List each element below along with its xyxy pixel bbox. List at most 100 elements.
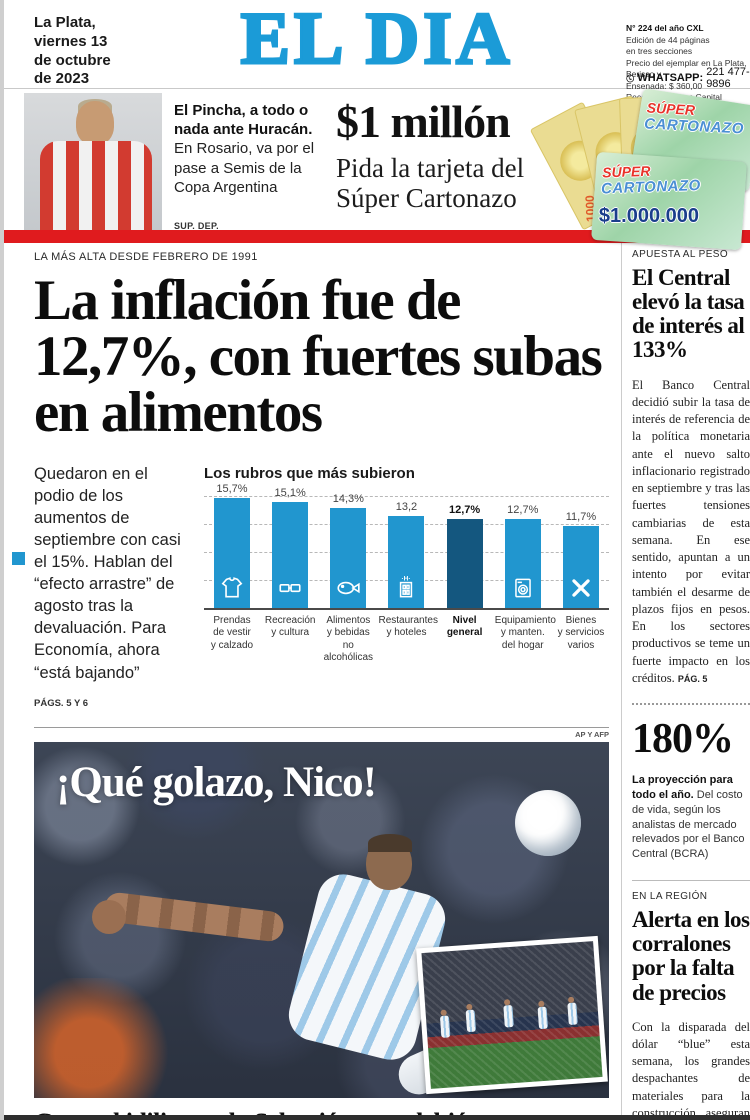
bar-value-label: 14,3% — [332, 492, 364, 505]
glasses-icon — [279, 583, 301, 592]
big-number-headline: 180% — [632, 716, 734, 763]
rail-body: El Banco Central decidió subir la tasa d… — [632, 377, 750, 685]
promo-headline: $1 millón — [336, 96, 511, 147]
chart-bar-column: 12,7% — [495, 480, 551, 608]
bar-category-label: Bienes y servicios varios — [557, 614, 605, 651]
bar — [446, 518, 483, 608]
bar-value-label: 13,2 — [395, 500, 418, 513]
inset-player-figure — [503, 1004, 514, 1028]
player-head — [76, 101, 114, 145]
bar: ·H· — [388, 515, 425, 608]
lead-headline: La inflación fue de 12,7%, con fuertes s… — [34, 269, 603, 444]
big-number-subtext: La proyección para todo el año. Del cost… — [632, 774, 745, 861]
rail-headline: Alerta en los corralones por la falta de… — [632, 907, 750, 1005]
whatsapp-icon — [626, 74, 635, 82]
bar — [330, 507, 367, 608]
bottom-page-rule — [4, 1115, 750, 1120]
chart-bar-column: 11,7% — [553, 480, 609, 608]
teaser-section-label: SUP. DEP. — [174, 221, 219, 231]
inset-player-figure — [537, 1006, 549, 1029]
whatsapp-contact: WHATSAPP: 221 477-9896 — [626, 66, 750, 90]
blue-square-marker — [12, 552, 25, 565]
separator — [632, 880, 750, 882]
teaser-lead: El Pincha, a todo o nada ante Huracán. — [174, 102, 313, 139]
masthead: La Plata, viernes 13 de octubre de 2023 … — [4, 0, 750, 137]
gridline — [204, 495, 609, 497]
chart-bars: 15,7% 15,1% 14,3% 13,2 ·H· 12,7% 12,7% 11,7% — [204, 480, 609, 608]
bar-value-label: 15,7% — [216, 482, 248, 495]
edition-number: N° 224 del año CXL — [626, 23, 704, 34]
bar-category-label: Nivel general — [446, 614, 483, 639]
whatsapp-label: WHATSAPP: — [637, 72, 704, 84]
promo-main: $1 millón Pida la tarjeta del Súper Cart… — [336, 96, 616, 214]
chart-title: Los rubros que más subieron — [204, 464, 415, 482]
cartonazo-card: SÚPER CARTONAZO $1.000.000 — [591, 151, 747, 251]
right-rail: APUESTA AL PESO El Central elevó la tasa… — [621, 243, 750, 1120]
rail-kicker: EN LA REGIÓN — [632, 891, 708, 903]
svg-text:·H·: ·H· — [402, 575, 411, 582]
bar-category-label: Recreación y cultura — [264, 614, 316, 639]
bar — [562, 525, 599, 608]
photo-overlay-headline: ¡Qué golazo, Nico! — [56, 758, 377, 806]
player-striped-shirt: bplay — [40, 141, 152, 241]
bar-value-label: 12,7% — [507, 503, 539, 516]
bar-category-label: Equipamiento y manten. del hogar — [494, 614, 556, 651]
lead-row: Quedaron en el podio de los aumentos de … — [34, 463, 609, 709]
scissors-icon — [572, 578, 590, 597]
promo-subline: Pida la tarjeta del Súper Cartonazo — [336, 153, 525, 214]
rail-body: Con la disparada del dólar “blue” esta s… — [632, 1019, 750, 1120]
promo-strip: bplay El Pincha, a todo o nada ante Hura… — [4, 88, 750, 251]
photo-orange-blur — [34, 977, 174, 1098]
chart-bar-column: 14,3% — [320, 480, 376, 608]
rail-kicker: APUESTA AL PESO — [632, 249, 729, 260]
inset-celebration-photo — [416, 935, 608, 1094]
card-prize: $1.000.000 — [598, 204, 700, 227]
bar-category-label: Prendas de vestir y calzado — [210, 614, 254, 651]
bar-value-label: 15,1% — [274, 486, 306, 499]
bar-category-label: Alimentos y bebidas no alcohólicas — [323, 614, 374, 664]
bar — [272, 501, 309, 608]
main-area: LA MÁS ALTA DESDE FEBRERO DE 1991 La inf… — [4, 243, 750, 1120]
tshirt-icon — [221, 576, 243, 598]
lead-summary: Quedaron en el podio de los aumentos de … — [34, 464, 181, 682]
lead-summary-block: Quedaron en el podio de los aumentos de … — [34, 463, 186, 709]
photo-player-fist — [92, 899, 126, 934]
inflation-bar-chart: Los rubros que más subieron 15,7% 15,1% 14… — [204, 463, 609, 709]
teaser-rest: En Rosario, va por el pase a Semis de la… — [174, 140, 315, 196]
hotel-icon: ·H· — [400, 575, 413, 598]
inset-player-figure — [465, 1009, 477, 1032]
lead-pages-ref: PÁGS. 5 Y 6 — [34, 697, 89, 709]
chart-bar-column: 12,7% — [437, 480, 493, 608]
page-ref: PÁG. 5 — [677, 673, 708, 684]
rail-story-central: APUESTA AL PESO El Central elevó la tasa… — [632, 249, 750, 687]
chart-category-labels: Prendas de vestir y calzado Recreación y … — [204, 615, 609, 665]
lead-kicker: LA MÁS ALTA DESDE FEBRERO DE 1991 — [34, 251, 258, 263]
washer-icon — [514, 578, 531, 598]
inset-player-figure — [439, 1015, 451, 1038]
cartonazo-cards-graphic: 1000 1000 1000 SÚPER CARTONAZO SÚPER CAR… — [529, 88, 750, 251]
inset-player-figure — [567, 1002, 578, 1025]
chart-bar-column: 15,7% — [204, 480, 260, 608]
dotted-separator — [632, 703, 750, 706]
photo-credit: AP Y AFP — [34, 726, 609, 742]
chart-bar-column: 13,2 ·H· — [378, 480, 434, 608]
rail-story-corralones: EN LA REGIÓN Alerta en los corralones po… — [632, 891, 750, 1120]
bar — [214, 497, 250, 608]
fish-icon — [337, 581, 360, 594]
bar-category-label: Restaurantes y hoteles — [378, 614, 438, 639]
whatsapp-number: 221 477-9896 — [706, 66, 750, 90]
edition-date: La Plata, viernes 13 de octubre de 2023 — [34, 14, 111, 88]
bar — [504, 518, 541, 608]
teaser-text: El Pincha, a todo o nada ante Huracán. E… — [174, 101, 322, 197]
chart-bar-column: 15,1% — [262, 480, 318, 608]
photo-player-arm — [102, 890, 286, 943]
red-divider-bar — [4, 230, 750, 243]
rail-headline: El Central elevó la tasa de interés al 1… — [632, 265, 745, 363]
photo-player-hair — [368, 833, 412, 852]
main-photo: ¡Qué golazo, Nico! — [34, 741, 609, 1098]
teaser-player-photo: bplay — [24, 93, 162, 241]
main-column: LA MÁS ALTA DESDE FEBRERO DE 1991 La inf… — [34, 243, 609, 1120]
rail-story-projection: 180% La proyección para todo el año. Del… — [632, 715, 750, 862]
photo-soccer-ball — [515, 789, 581, 856]
